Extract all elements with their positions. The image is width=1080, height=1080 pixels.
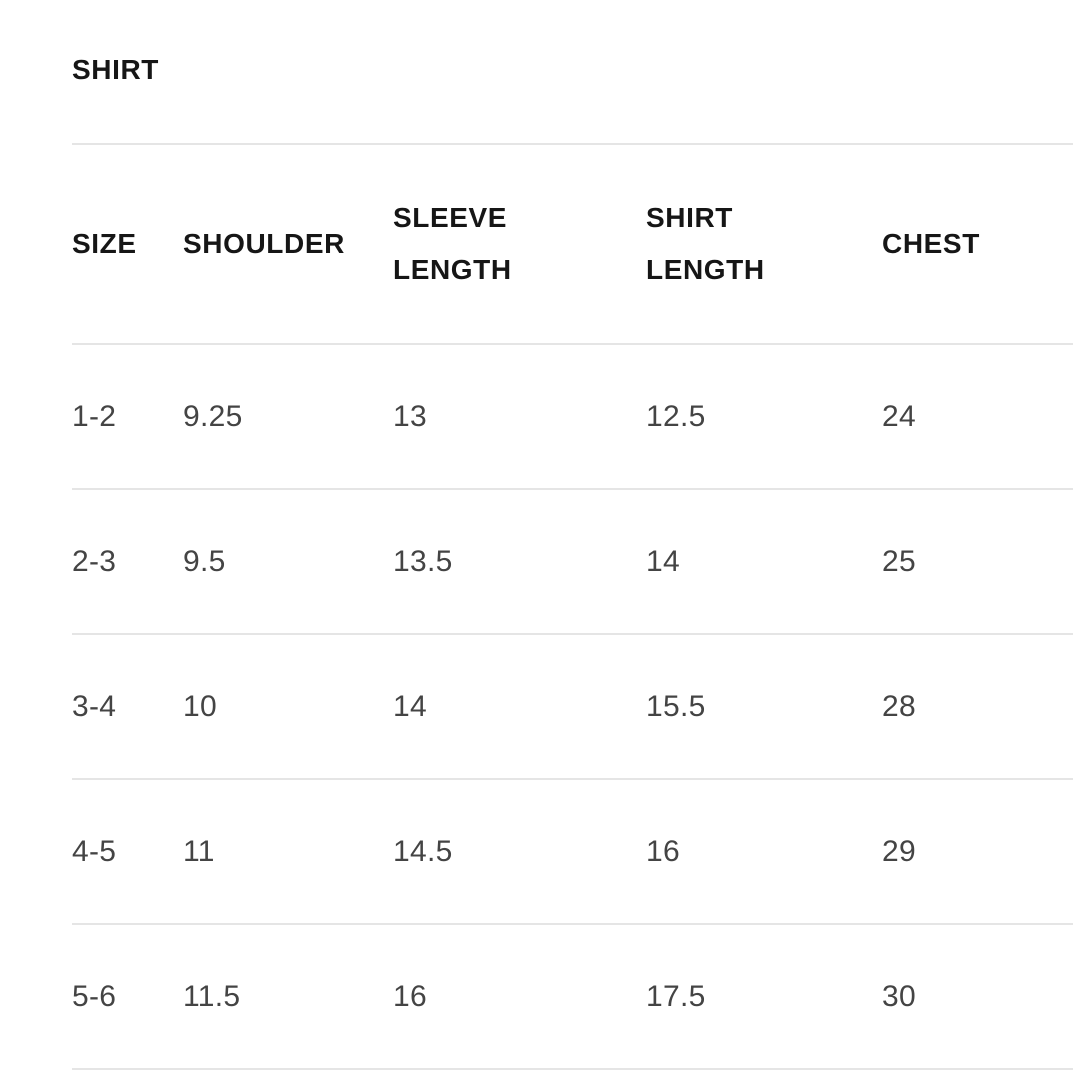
cell-chest: 28 xyxy=(882,634,1073,780)
cell-shirt-length: 16 xyxy=(646,779,882,925)
cell-shirt-length: 17.5 xyxy=(646,924,882,1070)
size-chart-title: SHIRT xyxy=(72,54,159,85)
cell-shirt-length: 15.5 xyxy=(646,634,882,780)
cell-size: 1-2 xyxy=(72,344,183,490)
cell-size: 4-5 xyxy=(72,779,183,925)
cell-shoulder: 10 xyxy=(183,634,393,780)
cell-chest: 24 xyxy=(882,344,1073,490)
size-chart: SHIRT SIZE SHOULDER SLEEVE LENGTH SHIRT … xyxy=(72,0,1073,1070)
table-row: 5-6 11.5 16 17.5 30 xyxy=(72,924,1073,1070)
cell-sleeve-length: 13.5 xyxy=(393,489,646,635)
size-chart-title-row: SHIRT xyxy=(72,0,1073,145)
column-header-shirt-length: SHIRT LENGTH xyxy=(646,145,882,345)
table-row: 4-5 11 14.5 16 29 xyxy=(72,779,1073,925)
column-header-size: SIZE xyxy=(72,145,183,345)
cell-chest: 25 xyxy=(882,489,1073,635)
cell-shirt-length: 14 xyxy=(646,489,882,635)
column-header-chest: CHEST xyxy=(882,145,1073,345)
cell-chest: 29 xyxy=(882,779,1073,925)
column-header-label: CHEST xyxy=(882,228,980,260)
table-row: 1-2 9.25 13 12.5 24 xyxy=(72,344,1073,490)
cell-shoulder: 11 xyxy=(183,779,393,925)
cell-shoulder: 9.5 xyxy=(183,489,393,635)
cell-sleeve-length: 16 xyxy=(393,924,646,1070)
column-header-label: SHIRT LENGTH xyxy=(646,202,765,285)
column-header-shoulder: SHOULDER xyxy=(183,145,393,345)
cell-shoulder: 9.25 xyxy=(183,344,393,490)
column-header-sleeve-length: SLEEVE LENGTH xyxy=(393,145,646,345)
table-row: 3-4 10 14 15.5 28 xyxy=(72,634,1073,780)
cell-sleeve-length: 14 xyxy=(393,634,646,780)
cell-shirt-length: 12.5 xyxy=(646,344,882,490)
column-header-label: SIZE xyxy=(72,228,137,260)
cell-sleeve-length: 13 xyxy=(393,344,646,490)
cell-shoulder: 11.5 xyxy=(183,924,393,1070)
column-header-label: SLEEVE LENGTH xyxy=(393,202,512,285)
cell-size: 5-6 xyxy=(72,924,183,1070)
cell-chest: 30 xyxy=(882,924,1073,1070)
table-row: 2-3 9.5 13.5 14 25 xyxy=(72,489,1073,635)
cell-size: 3-4 xyxy=(72,634,183,780)
header-row: SIZE SHOULDER SLEEVE LENGTH SHIRT LENGTH… xyxy=(72,145,1073,345)
cell-sleeve-length: 14.5 xyxy=(393,779,646,925)
cell-size: 2-3 xyxy=(72,489,183,635)
size-chart-table: SIZE SHOULDER SLEEVE LENGTH SHIRT LENGTH… xyxy=(72,145,1073,1070)
column-header-label: SHOULDER xyxy=(183,228,345,260)
